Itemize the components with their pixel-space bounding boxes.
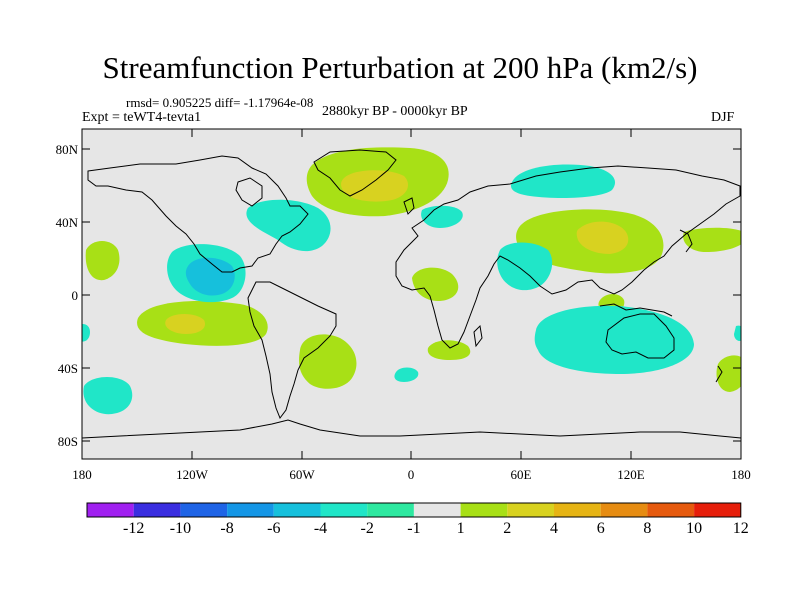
- anomaly-west-africa-positive: [412, 267, 459, 302]
- anomaly-edge-west-negative: [82, 324, 90, 342]
- period-label: 2880kyr BP - 0000kyr BP: [322, 104, 468, 119]
- new-zealand-coast: [715, 365, 723, 383]
- colorbar-box-4: [273, 503, 321, 517]
- eurasia-africa-coast: [395, 165, 741, 349]
- japan-coast: [679, 229, 693, 253]
- lon-label-120w: 120W: [176, 467, 209, 482]
- lat-label-80s: 80S: [58, 434, 78, 449]
- anomaly-europe-negative: [421, 205, 463, 228]
- season-label: DJF: [711, 110, 735, 125]
- anomaly-south-pacific-east-positive: [716, 355, 741, 392]
- colorbar-label-9: 4: [550, 520, 558, 537]
- colorbar-label-13: 12: [733, 520, 749, 537]
- colorbar-label-2: -8: [220, 520, 233, 537]
- anomaly-east-pacific-yellow-core: [165, 314, 206, 334]
- lat-label-40s: 40S: [58, 361, 78, 376]
- anomaly-north-russia-negative: [510, 164, 616, 198]
- greenland-coast: [313, 149, 397, 197]
- lon-label-60e: 60E: [511, 467, 532, 482]
- anomaly-indian-ocean-negative: [534, 305, 694, 374]
- colorbar-label-3: -6: [267, 520, 280, 537]
- anomaly-east-pacific-core: [185, 257, 235, 296]
- colorbar-box-0: [87, 503, 134, 517]
- australia-coast: [605, 313, 675, 359]
- anomaly-north-atlantic-negative: [246, 199, 331, 252]
- lon-ticks: [191, 129, 632, 459]
- colorbar-label-6: -1: [407, 520, 420, 537]
- antarctica-coast: [82, 419, 741, 439]
- uk-coast: [403, 197, 415, 215]
- colorbar-box-6: [367, 503, 414, 517]
- colorbar-box-2: [180, 503, 228, 517]
- contour-fill-layer: [82, 147, 741, 439]
- colorbar-label-10: 6: [597, 520, 605, 537]
- north-america-coast: [87, 155, 309, 273]
- hudson-bay: [235, 177, 263, 207]
- lon-label-180w: 180: [72, 467, 92, 482]
- anomaly-southwest-pacific-negative: [83, 377, 133, 415]
- anomaly-edge-east-negative: [734, 325, 741, 341]
- colorbar-label-4: -4: [314, 520, 327, 537]
- anomaly-southern-africa-positive: [427, 340, 471, 360]
- anomaly-south-atlantic-positive: [299, 334, 357, 389]
- colorbar-box-8: [460, 503, 508, 517]
- chart-title: Streamfunction Perturbation at 200 hPa (…: [102, 50, 698, 85]
- lat-label-0: 0: [72, 288, 79, 303]
- colorbar-box-13: [694, 503, 741, 517]
- colorbar-box-12: [647, 503, 695, 517]
- anomaly-central-asia-core: [576, 221, 629, 254]
- anomaly-greenland-core: [341, 170, 408, 202]
- coastlines: [82, 149, 741, 439]
- lat-label-40n: 40N: [56, 215, 79, 230]
- colorbar-label-12: 10: [686, 520, 702, 537]
- indonesia-coast: [599, 303, 673, 317]
- stats-label: rmsd= 0.905225 diff= -1.17964e-08: [126, 95, 314, 110]
- colorbar-box-5: [320, 503, 368, 517]
- anomaly-southern-indian-negative: [394, 367, 419, 382]
- lat-ticks: [82, 148, 741, 442]
- colorbar-box-7: [413, 503, 461, 517]
- south-america-coast: [247, 281, 337, 420]
- colorbar-box-11: [600, 503, 648, 517]
- colorbar: [86, 502, 742, 518]
- colorbar-label-7: 1: [457, 520, 465, 537]
- colorbar-box-3: [227, 503, 274, 517]
- experiment-label: Expt = teWT4-tevta1: [82, 110, 202, 125]
- lon-label-0: 0: [408, 467, 415, 482]
- colorbar-box-9: [507, 503, 554, 517]
- colorbar-label-0: -12: [123, 520, 144, 537]
- lon-label-60w: 60W: [289, 467, 315, 482]
- anomaly-middle-east-negative: [497, 242, 553, 291]
- colorbar-label-11: 8: [643, 520, 651, 537]
- colorbar-label-1: -10: [170, 520, 191, 537]
- colorbar-box-1: [133, 503, 181, 517]
- colorbar-box-10: [554, 503, 601, 517]
- colorbar-label-5: -2: [361, 520, 374, 537]
- anomaly-north-pacific-east-positive: [683, 227, 741, 252]
- lon-label-180e: 180: [731, 467, 751, 482]
- lon-label-120e: 120E: [617, 467, 645, 482]
- lat-label-80n: 80N: [56, 142, 79, 157]
- anomaly-northeast-pacific-positive: [85, 241, 120, 281]
- colorbar-label-8: 2: [503, 520, 511, 537]
- madagascar-coast: [473, 324, 483, 348]
